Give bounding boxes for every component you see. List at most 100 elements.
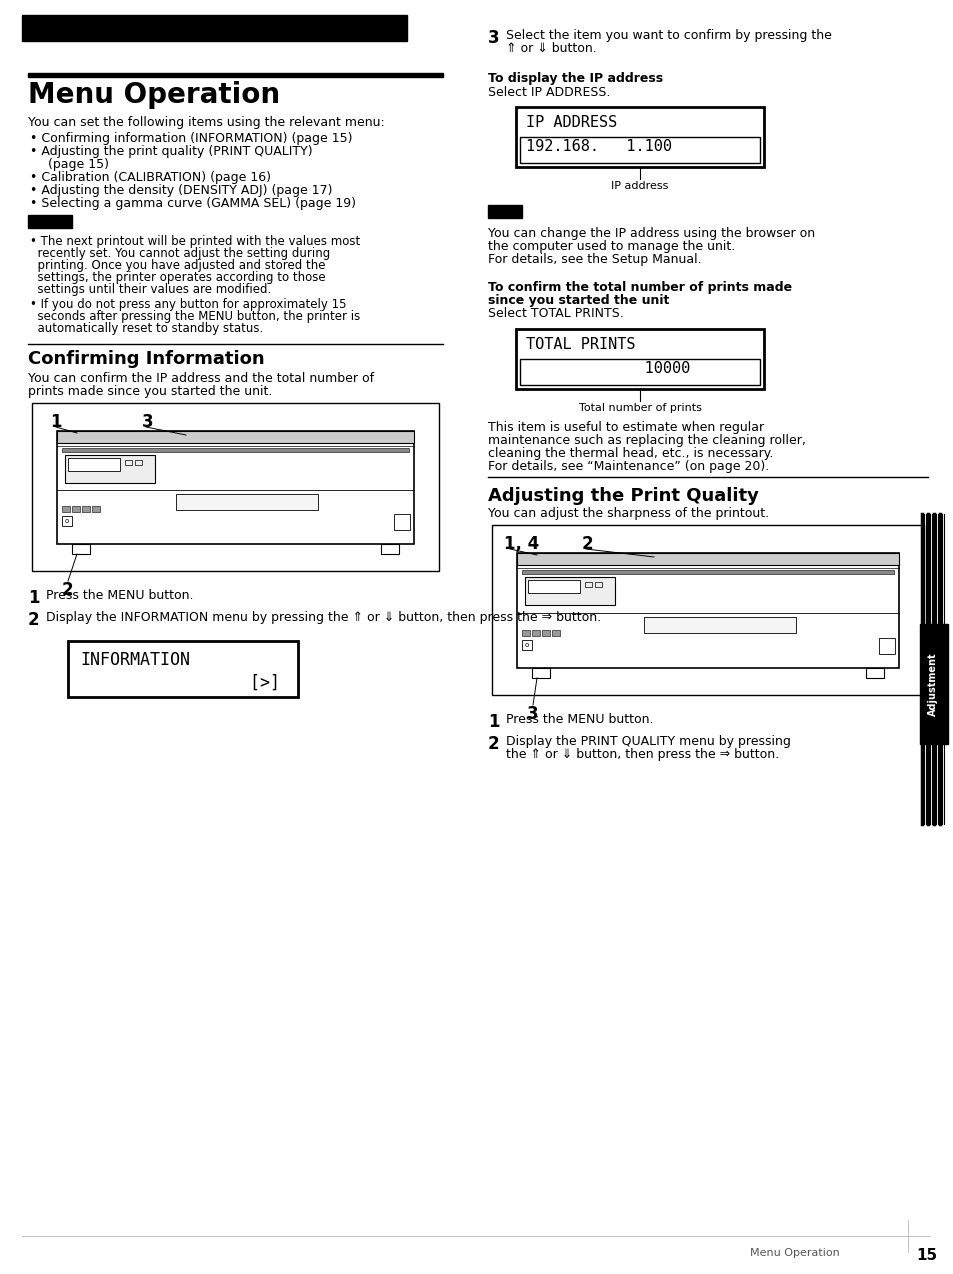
- Text: maintenance such as replacing the cleaning roller,: maintenance such as replacing the cleani…: [488, 434, 805, 447]
- Bar: [521, 640, 532, 650]
- Text: 1, 4: 1, 4: [503, 535, 538, 553]
- Text: o: o: [524, 642, 529, 648]
- Bar: [532, 668, 550, 678]
- Text: cleaning the thermal head, etc., is necessary.: cleaning the thermal head, etc., is nece…: [488, 447, 773, 460]
- Text: settings until their values are modified.: settings until their values are modified…: [30, 283, 271, 296]
- Text: • The next printout will be printed with the values most: • The next printout will be printed with…: [30, 234, 360, 248]
- Text: 192.168.   1.100: 192.168. 1.100: [525, 139, 671, 154]
- Text: Notes: Notes: [32, 217, 69, 225]
- Bar: [488, 205, 521, 218]
- Bar: [62, 506, 70, 512]
- Text: • Confirming information (INFORMATION) (page 15): • Confirming information (INFORMATION) (…: [30, 132, 352, 145]
- Bar: [552, 631, 559, 636]
- Bar: [521, 569, 893, 575]
- Text: IP address: IP address: [611, 181, 668, 191]
- Text: You can confirm the IP address and the total number of: You can confirm the IP address and the t…: [28, 372, 374, 385]
- Text: You can change the IP address using the browser on: You can change the IP address using the …: [488, 227, 814, 240]
- Bar: [527, 580, 579, 592]
- Bar: [82, 506, 90, 512]
- Bar: [519, 359, 760, 385]
- Text: Note: Note: [492, 206, 521, 217]
- Text: o: o: [65, 519, 69, 524]
- Bar: [71, 544, 90, 554]
- Text: TOTAL PRINTS: TOTAL PRINTS: [525, 338, 635, 352]
- Text: To confirm the total number of prints made: To confirm the total number of prints ma…: [488, 282, 791, 294]
- Text: Select TOTAL PRINTS.: Select TOTAL PRINTS.: [488, 307, 623, 320]
- Bar: [865, 668, 883, 678]
- Text: ⇑ or ⇓ button.: ⇑ or ⇓ button.: [505, 42, 597, 55]
- Bar: [125, 460, 132, 465]
- Bar: [584, 582, 592, 587]
- Text: automatically reset to standby status.: automatically reset to standby status.: [30, 322, 263, 335]
- Text: 1: 1: [50, 413, 61, 431]
- Text: 3: 3: [488, 29, 499, 47]
- Text: Display the INFORMATION menu by pressing the ⇑ or ⇓ button, then press the ⇒ but: Display the INFORMATION menu by pressing…: [46, 612, 600, 624]
- Bar: [878, 638, 894, 654]
- Text: Display the PRINT QUALITY menu by pressing: Display the PRINT QUALITY menu by pressi…: [505, 735, 790, 748]
- Text: recently set. You cannot adjust the setting during: recently set. You cannot adjust the sett…: [30, 247, 330, 260]
- Bar: [521, 631, 530, 636]
- Bar: [516, 329, 763, 389]
- Text: • Calibration (CALIBRATION) (page 16): • Calibration (CALIBRATION) (page 16): [30, 171, 271, 183]
- Text: settings, the printer operates according to those: settings, the printer operates according…: [30, 271, 325, 284]
- Text: 10000: 10000: [525, 361, 690, 376]
- Bar: [517, 553, 898, 668]
- Bar: [517, 553, 898, 564]
- Bar: [62, 448, 409, 452]
- Text: [>]: [>]: [80, 674, 280, 692]
- Bar: [62, 516, 71, 526]
- Bar: [57, 431, 414, 544]
- Bar: [643, 617, 795, 633]
- Text: the computer used to manage the unit.: the computer used to manage the unit.: [488, 240, 735, 254]
- Text: To display the IP address: To display the IP address: [488, 73, 662, 85]
- Text: Menu Operation: Menu Operation: [749, 1249, 839, 1257]
- Bar: [68, 641, 297, 697]
- Text: For details, see the Setup Manual.: For details, see the Setup Manual.: [488, 254, 700, 266]
- Text: 2: 2: [581, 535, 593, 553]
- Text: 2: 2: [62, 581, 73, 599]
- Text: 2: 2: [28, 612, 40, 629]
- Bar: [28, 73, 442, 76]
- Bar: [519, 138, 760, 163]
- Text: the ⇑ or ⇓ button, then press the ⇒ button.: the ⇑ or ⇓ button, then press the ⇒ butt…: [505, 748, 779, 761]
- Bar: [175, 494, 317, 510]
- Bar: [71, 506, 80, 512]
- Text: IP ADDRESS: IP ADDRESS: [525, 115, 617, 130]
- Text: 15: 15: [915, 1249, 936, 1263]
- Bar: [919, 624, 947, 744]
- Text: Adjustment: Adjustment: [927, 652, 937, 716]
- Text: • If you do not press any button for approximately 15: • If you do not press any button for app…: [30, 298, 346, 311]
- Bar: [516, 107, 763, 167]
- Text: You can adjust the sharpness of the printout.: You can adjust the sharpness of the prin…: [488, 507, 768, 520]
- Text: For details, see “Maintenance” (on page 20).: For details, see “Maintenance” (on page …: [488, 460, 768, 473]
- Text: 2: 2: [488, 735, 499, 753]
- Text: You can set the following items using the relevant menu:: You can set the following items using th…: [28, 116, 384, 129]
- Text: Select the item you want to confirm by pressing the: Select the item you want to confirm by p…: [505, 29, 831, 42]
- Text: • Adjusting the print quality (PRINT QUALITY): • Adjusting the print quality (PRINT QUA…: [30, 145, 313, 158]
- Bar: [28, 215, 71, 228]
- Bar: [532, 631, 539, 636]
- Bar: [91, 506, 100, 512]
- Bar: [135, 460, 142, 465]
- Text: Adjusting the Print Quality: Adjusting the Print Quality: [488, 487, 758, 505]
- Text: Total number of prints: Total number of prints: [578, 403, 700, 413]
- Text: 3: 3: [526, 705, 538, 724]
- Bar: [524, 577, 615, 605]
- Text: prints made since you started the unit.: prints made since you started the unit.: [28, 385, 273, 397]
- Bar: [492, 525, 923, 696]
- Text: This item is useful to estimate when regular: This item is useful to estimate when reg…: [488, 420, 763, 434]
- Text: (page 15): (page 15): [40, 158, 109, 171]
- Text: Press the MENU button.: Press the MENU button.: [46, 589, 193, 603]
- Text: 3: 3: [142, 413, 153, 431]
- Text: 1: 1: [28, 589, 39, 606]
- Text: Menu Operation: Menu Operation: [28, 82, 280, 110]
- Text: seconds after pressing the MENU button, the printer is: seconds after pressing the MENU button, …: [30, 310, 360, 324]
- Text: INFORMATION: INFORMATION: [80, 651, 190, 669]
- Bar: [65, 455, 154, 483]
- Text: Confirming Information: Confirming Information: [28, 350, 264, 368]
- Text: since you started the unit: since you started the unit: [488, 294, 669, 307]
- Bar: [394, 513, 410, 530]
- Text: • Selecting a gamma curve (GAMMA SEL) (page 19): • Selecting a gamma curve (GAMMA SEL) (p…: [30, 197, 355, 210]
- Bar: [595, 582, 601, 587]
- Bar: [22, 15, 407, 41]
